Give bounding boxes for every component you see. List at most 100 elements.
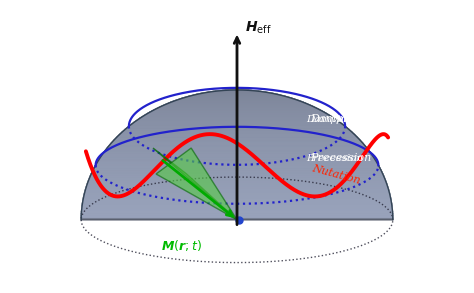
Polygon shape (101, 154, 373, 156)
Text: Damping: Damping (306, 115, 353, 124)
Polygon shape (100, 157, 374, 159)
Polygon shape (137, 118, 337, 120)
Polygon shape (187, 96, 287, 97)
Polygon shape (128, 125, 346, 127)
Polygon shape (81, 216, 393, 218)
Polygon shape (82, 209, 392, 212)
Polygon shape (115, 137, 359, 139)
Polygon shape (112, 140, 362, 142)
Polygon shape (82, 208, 392, 209)
Polygon shape (191, 95, 283, 96)
Polygon shape (82, 202, 392, 204)
Polygon shape (107, 147, 367, 149)
Polygon shape (97, 161, 377, 163)
Polygon shape (160, 106, 314, 107)
Polygon shape (205, 92, 269, 93)
Polygon shape (82, 204, 392, 206)
Polygon shape (158, 107, 316, 108)
Polygon shape (83, 197, 391, 200)
Polygon shape (134, 121, 340, 122)
Polygon shape (85, 190, 389, 192)
Polygon shape (160, 106, 314, 107)
Polygon shape (91, 174, 383, 176)
Polygon shape (93, 168, 381, 170)
Polygon shape (177, 99, 297, 100)
Polygon shape (86, 185, 388, 188)
Polygon shape (153, 148, 237, 220)
Polygon shape (105, 149, 369, 150)
Polygon shape (115, 137, 359, 139)
Polygon shape (87, 184, 387, 185)
Polygon shape (111, 142, 363, 144)
Polygon shape (152, 110, 322, 111)
Polygon shape (90, 176, 384, 178)
Polygon shape (88, 180, 386, 182)
Polygon shape (155, 108, 319, 109)
Polygon shape (91, 174, 383, 176)
Polygon shape (100, 156, 374, 157)
Polygon shape (120, 132, 354, 134)
Polygon shape (196, 94, 278, 95)
Polygon shape (125, 128, 349, 130)
Polygon shape (123, 130, 351, 131)
Polygon shape (162, 105, 312, 106)
Polygon shape (198, 93, 276, 94)
Polygon shape (81, 216, 393, 218)
Polygon shape (84, 192, 390, 193)
Text: Nutation: Nutation (310, 163, 361, 186)
Text: Precession: Precession (310, 153, 372, 163)
Polygon shape (90, 176, 384, 178)
Polygon shape (196, 94, 278, 95)
Polygon shape (89, 178, 385, 180)
Polygon shape (180, 98, 294, 99)
Polygon shape (85, 188, 389, 190)
Polygon shape (146, 114, 328, 115)
Polygon shape (164, 104, 310, 105)
Polygon shape (82, 208, 392, 209)
Polygon shape (95, 165, 379, 166)
Polygon shape (164, 104, 310, 105)
Polygon shape (142, 116, 332, 117)
Polygon shape (94, 166, 380, 168)
Polygon shape (97, 161, 377, 163)
Polygon shape (103, 152, 371, 154)
Polygon shape (107, 147, 367, 149)
Polygon shape (122, 131, 352, 132)
Polygon shape (84, 193, 390, 195)
Polygon shape (112, 140, 362, 142)
Polygon shape (156, 148, 237, 220)
Polygon shape (85, 190, 389, 192)
Polygon shape (82, 206, 392, 208)
Polygon shape (127, 127, 347, 128)
Polygon shape (84, 193, 390, 195)
Polygon shape (184, 97, 290, 98)
Polygon shape (83, 195, 391, 197)
Polygon shape (168, 102, 306, 103)
Polygon shape (96, 163, 378, 165)
Polygon shape (149, 111, 325, 113)
Polygon shape (184, 97, 290, 98)
Polygon shape (130, 124, 344, 125)
Polygon shape (149, 111, 325, 113)
Polygon shape (84, 192, 390, 193)
Polygon shape (137, 118, 337, 120)
Polygon shape (114, 139, 360, 140)
Text: Damping: Damping (310, 114, 361, 124)
Polygon shape (213, 91, 261, 92)
Polygon shape (158, 107, 316, 108)
Polygon shape (191, 95, 283, 96)
Polygon shape (147, 113, 327, 114)
Polygon shape (171, 101, 303, 102)
Polygon shape (108, 145, 366, 147)
Polygon shape (82, 212, 392, 214)
Polygon shape (166, 103, 308, 104)
Polygon shape (104, 150, 370, 152)
Polygon shape (162, 105, 312, 106)
Polygon shape (136, 120, 338, 121)
Polygon shape (94, 166, 380, 168)
Polygon shape (111, 142, 363, 144)
Polygon shape (95, 165, 379, 166)
Polygon shape (123, 130, 351, 131)
Polygon shape (82, 209, 392, 212)
Polygon shape (127, 127, 347, 128)
